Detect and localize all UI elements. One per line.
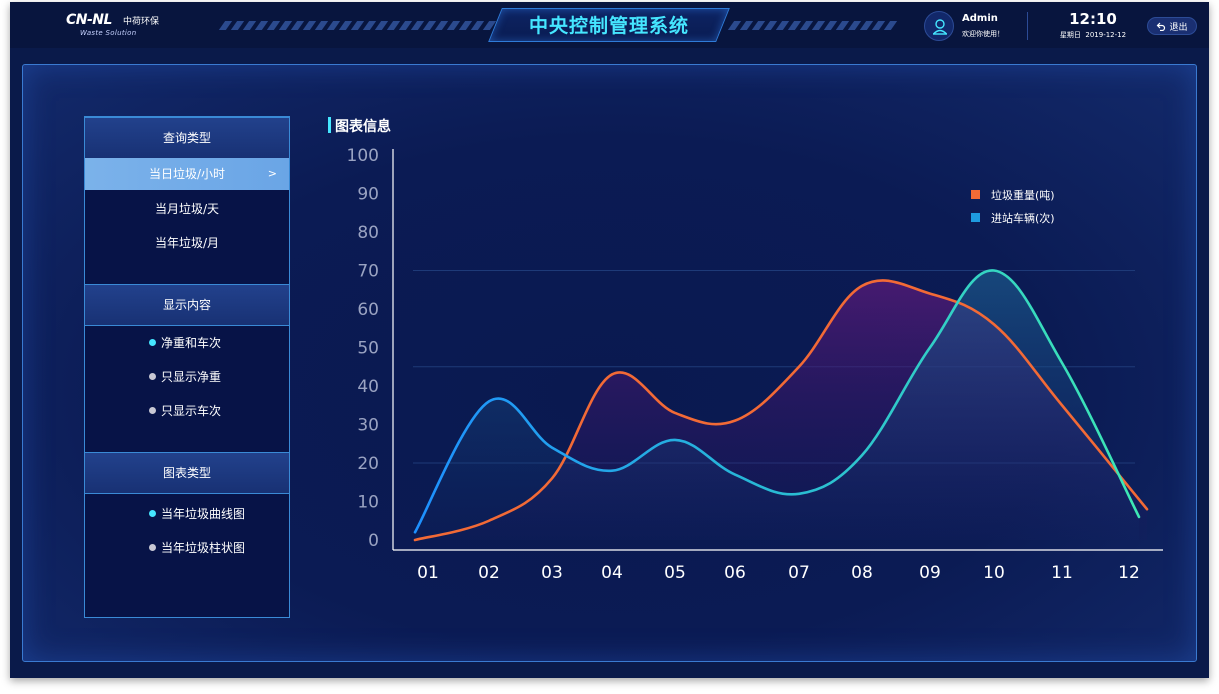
x-tick-label: 11: [1051, 563, 1073, 583]
radio-trips-only[interactable]: 只显示车次: [149, 401, 221, 421]
date: 2019-12-12: [1085, 31, 1127, 39]
x-tick-label: 08: [851, 563, 873, 583]
clock-date: 星期日 2019-12-12: [1050, 30, 1136, 40]
legend-label: 进站车辆(次): [991, 211, 1055, 225]
user-name: Admin: [962, 13, 998, 24]
display-content-header: 显示内容: [85, 284, 289, 326]
x-tick-label: 09: [919, 563, 941, 583]
x-tick-label: 07: [788, 563, 810, 583]
y-tick-label: 90: [357, 185, 379, 205]
header-stripes-right: [727, 21, 898, 30]
clock-time: 12:10: [1069, 10, 1117, 28]
menu-item-label: 当日垃圾/小时: [148, 167, 226, 181]
legend-label: 垃圾重量(吨): [991, 188, 1055, 202]
avatar[interactable]: [924, 11, 954, 41]
x-tick-label: 03: [541, 563, 563, 583]
y-tick-label: 50: [357, 339, 379, 359]
x-tick-label: 01: [417, 563, 439, 583]
x-tick-label: 06: [724, 563, 746, 583]
x-tick-label: 12: [1118, 563, 1140, 583]
y-tick-label: 20: [357, 454, 379, 474]
header-divider: [1027, 12, 1028, 40]
y-tick-label: 0: [368, 531, 379, 551]
y-tick-label: 100: [347, 146, 379, 166]
radio-unselected-icon: [149, 373, 156, 380]
line-chart: 0 10 20 30 40 50 60 70 80 90 100 01 02 03 04 05 06 07 08 09…: [347, 146, 1163, 583]
menu-item-daily-hourly[interactable]: 当日垃圾/小时 >: [85, 158, 289, 190]
series-line-vehicles: [413, 269, 1141, 534]
query-type-header: 查询类型: [85, 117, 289, 159]
radio-label: 只显示车次: [161, 404, 222, 418]
radio-unselected-icon: [149, 544, 156, 551]
menu-item-yearly-monthly[interactable]: 当年垃圾/月: [154, 236, 220, 250]
user-welcome: 欢迎你使用！: [962, 30, 1004, 38]
series-area-vehicles: [415, 270, 1139, 540]
logo-subtitle: Waste Solution: [80, 29, 137, 37]
radio-yearly-bar-chart[interactable]: 当年垃圾柱状图: [149, 538, 245, 558]
chart-title: 图表信息: [335, 119, 391, 135]
page-title: 中央控制管理系统: [528, 15, 689, 37]
radio-weight-and-trips[interactable]: 净重和车次: [149, 333, 221, 353]
y-tick-label: 70: [357, 262, 379, 282]
radio-yearly-line-chart[interactable]: 当年垃圾曲线图: [149, 504, 245, 524]
x-tick-label: 05: [664, 563, 686, 583]
series-line-weight: [413, 279, 1149, 542]
y-tick-label: 60: [357, 300, 379, 320]
radio-selected-icon: [149, 339, 156, 346]
header-bar: CN-NL 中荷环保 Waste Solution 中央控制管理系统 Admin…: [10, 2, 1209, 48]
chart-title-marker: [328, 117, 331, 133]
main-panel: 查询类型 当日垃圾/小时 > 当月垃圾/天 当年垃圾/月 显示内容 净重和车次 …: [22, 64, 1197, 662]
radio-label: 当年垃圾曲线图: [161, 507, 246, 521]
logout-icon: [1157, 22, 1166, 31]
logo-mark: CN-NL: [66, 12, 112, 28]
header-stripes-left: [218, 21, 497, 30]
radio-label: 当年垃圾柱状图: [161, 541, 246, 555]
chart-type-header: 图表类型: [85, 452, 289, 494]
logout-button[interactable]: 退出: [1147, 17, 1197, 35]
radio-selected-icon: [149, 510, 156, 517]
y-tick-label: 80: [357, 223, 379, 243]
radio-weight-only[interactable]: 只显示净重: [149, 367, 221, 387]
x-tick-label: 02: [478, 563, 500, 583]
logo-cn-text: 中荷环保: [123, 17, 160, 27]
radio-label: 只显示净重: [161, 370, 222, 384]
x-tick-label: 04: [601, 563, 623, 583]
app-window: CN-NL 中荷环保 Waste Solution 中央控制管理系统 Admin…: [10, 2, 1209, 678]
y-tick-label: 10: [357, 493, 379, 513]
legend-swatch: [971, 190, 980, 199]
logo: CN-NL 中荷环保 Waste Solution: [66, 12, 166, 40]
filter-menu: 查询类型 当日垃圾/小时 > 当月垃圾/天 当年垃圾/月 显示内容 净重和车次 …: [84, 116, 290, 618]
weekday: 星期日: [1059, 31, 1081, 39]
legend-swatch: [971, 213, 980, 222]
y-tick-label: 40: [357, 377, 379, 397]
x-tick-label: 10: [983, 563, 1005, 583]
radio-label: 净重和车次: [161, 336, 222, 350]
menu-item-monthly-daily[interactable]: 当月垃圾/天: [154, 202, 220, 216]
y-tick-label: 30: [357, 416, 379, 436]
logout-label: 退出: [1169, 22, 1188, 33]
chevron-right-icon: >: [267, 167, 277, 180]
radio-unselected-icon: [149, 407, 156, 414]
user-icon: [932, 19, 948, 35]
